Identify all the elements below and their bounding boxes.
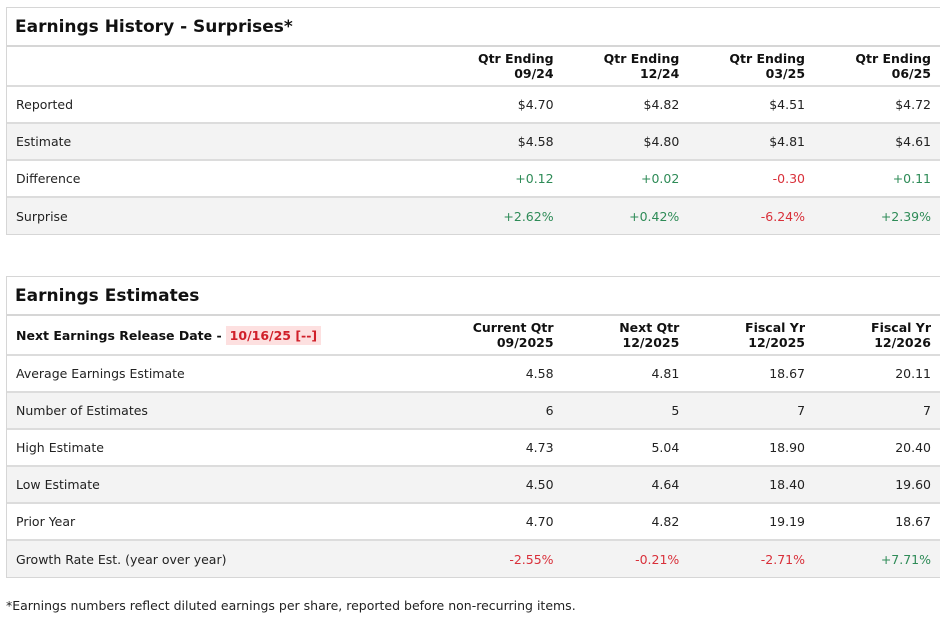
cell-value: $4.72 [805, 86, 940, 124]
row-label: Prior Year [7, 503, 428, 541]
table-row: High Estimate 4.73 5.04 18.90 20.40 [7, 429, 940, 467]
table-row: Low Estimate 4.50 4.64 18.40 19.60 [7, 466, 940, 504]
cell-value: 4.64 [553, 466, 680, 504]
row-label: Reported [7, 86, 428, 124]
column-header-line: 12/2025 [748, 335, 806, 350]
column-header-line: Qtr Ending [603, 51, 680, 66]
column-header-line: 12/2026 [874, 335, 931, 350]
release-date-value: 10/16/25 [--] [225, 325, 322, 345]
cell-value: 19.60 [805, 466, 940, 504]
table-row: Number of Estimates 6 5 7 7 [7, 392, 940, 430]
row-label: Low Estimate [7, 466, 428, 504]
row-label: High Estimate [7, 429, 428, 467]
column-header-line: 09/24 [514, 66, 554, 81]
row-label: Surprise [7, 197, 428, 234]
table-row: Growth Rate Est. (year over year) -2.55% -… [7, 540, 940, 577]
column-header: Qtr Ending 12/24 [553, 47, 680, 87]
cell-value: +2.62% [427, 197, 554, 234]
cell-value: 18.67 [805, 503, 940, 541]
cell-value: -0.21% [553, 540, 680, 577]
column-header-line: Qtr Ending [729, 51, 806, 66]
cell-value: -2.71% [679, 540, 806, 577]
column-header-line: 03/25 [765, 66, 806, 81]
header-blank [7, 47, 428, 87]
earnings-estimates-table: Next Earnings Release Date -10/16/25 [--… [7, 316, 940, 577]
column-header-line: 12/24 [639, 66, 680, 81]
column-header-line: Qtr Ending [855, 51, 931, 66]
cell-value: $4.81 [679, 123, 806, 161]
cell-value: $4.82 [553, 86, 680, 124]
row-label: Estimate [7, 123, 428, 161]
column-header: Fiscal Yr 12/2026 [805, 316, 940, 356]
table-row: Estimate $4.58 $4.80 $4.81 $4.61 [7, 123, 940, 161]
cell-value: 6 [427, 392, 554, 430]
earnings-history-panel: Earnings History - Surprises* Qtr Ending… [6, 7, 940, 235]
cell-value: -6.24% [679, 197, 806, 234]
cell-value: 19.19 [679, 503, 806, 541]
cell-value: $4.61 [805, 123, 940, 161]
cell-value: $4.58 [427, 123, 554, 161]
table-row: Difference +0.12 +0.02 -0.30 +0.11 [7, 160, 940, 198]
column-header-line: 06/25 [891, 66, 931, 81]
cell-value: 4.81 [553, 355, 680, 393]
table-row: Reported $4.70 $4.82 $4.51 $4.72 [7, 86, 940, 124]
cell-value: 4.50 [427, 466, 554, 504]
column-header: Next Qtr 12/2025 [553, 316, 680, 356]
cell-value: +2.39% [805, 197, 940, 234]
column-header-line: 09/2025 [496, 335, 554, 350]
earnings-history-table: Qtr Ending 09/24 Qtr Ending 12/24 Qtr Ending… [7, 47, 940, 234]
earnings-history-title: Earnings History - Surprises* [7, 8, 940, 47]
table-row: Surprise +2.62% +0.42% -6.24% +2.39% [7, 197, 940, 234]
row-label: Number of Estimates [7, 392, 428, 430]
cell-value: $4.51 [679, 86, 806, 124]
column-header: Qtr Ending 03/25 [679, 47, 806, 87]
row-label: Average Earnings Estimate [7, 355, 428, 393]
column-header-line: 12/2025 [622, 335, 680, 350]
cell-value: 7 [679, 392, 806, 430]
cell-value: -2.55% [427, 540, 554, 577]
cell-value: +7.71% [805, 540, 940, 577]
column-header: Qtr Ending 09/24 [427, 47, 554, 87]
column-header: Current Qtr 09/2025 [427, 316, 554, 356]
row-label: Difference [7, 160, 428, 198]
cell-value: 18.67 [679, 355, 806, 393]
row-label: Growth Rate Est. (year over year) [7, 540, 428, 577]
cell-value: 20.11 [805, 355, 940, 393]
cell-value: 4.58 [427, 355, 554, 393]
cell-value: 5 [553, 392, 680, 430]
column-header: Fiscal Yr 12/2025 [679, 316, 806, 356]
table-row: Prior Year 4.70 4.82 19.19 18.67 [7, 503, 940, 541]
cell-value: 4.70 [427, 503, 554, 541]
earnings-estimates-title: Earnings Estimates [7, 277, 940, 316]
cell-value: 18.90 [679, 429, 806, 467]
release-date-header: Next Earnings Release Date -10/16/25 [--… [7, 316, 428, 356]
cell-value: 7 [805, 392, 940, 430]
column-header-line: Current Qtr [472, 320, 554, 335]
cell-value: +0.12 [427, 160, 554, 198]
column-header-line: Fiscal Yr [871, 320, 931, 335]
column-header: Qtr Ending 06/25 [805, 47, 940, 87]
cell-value: 5.04 [553, 429, 680, 467]
column-header-line: Qtr Ending [477, 51, 554, 66]
cell-value: +0.11 [805, 160, 940, 198]
column-header-line: Next Qtr [619, 320, 680, 335]
cell-value: $4.70 [427, 86, 554, 124]
cell-value: 4.82 [553, 503, 680, 541]
cell-value: -0.30 [679, 160, 806, 198]
earnings-estimates-panel: Earnings Estimates Next Earnings Release… [6, 276, 940, 578]
column-header-line: Fiscal Yr [745, 320, 806, 335]
cell-value: 20.40 [805, 429, 940, 467]
release-date-label: Next Earnings Release Date - [16, 327, 222, 343]
cell-value: +0.42% [553, 197, 680, 234]
footnote: *Earnings numbers reflect diluted earnin… [6, 598, 576, 613]
cell-value: 18.40 [679, 466, 806, 504]
table-row: Average Earnings Estimate 4.58 4.81 18.67 20… [7, 355, 940, 393]
cell-value: $4.80 [553, 123, 680, 161]
cell-value: 4.73 [427, 429, 554, 467]
cell-value: +0.02 [553, 160, 680, 198]
